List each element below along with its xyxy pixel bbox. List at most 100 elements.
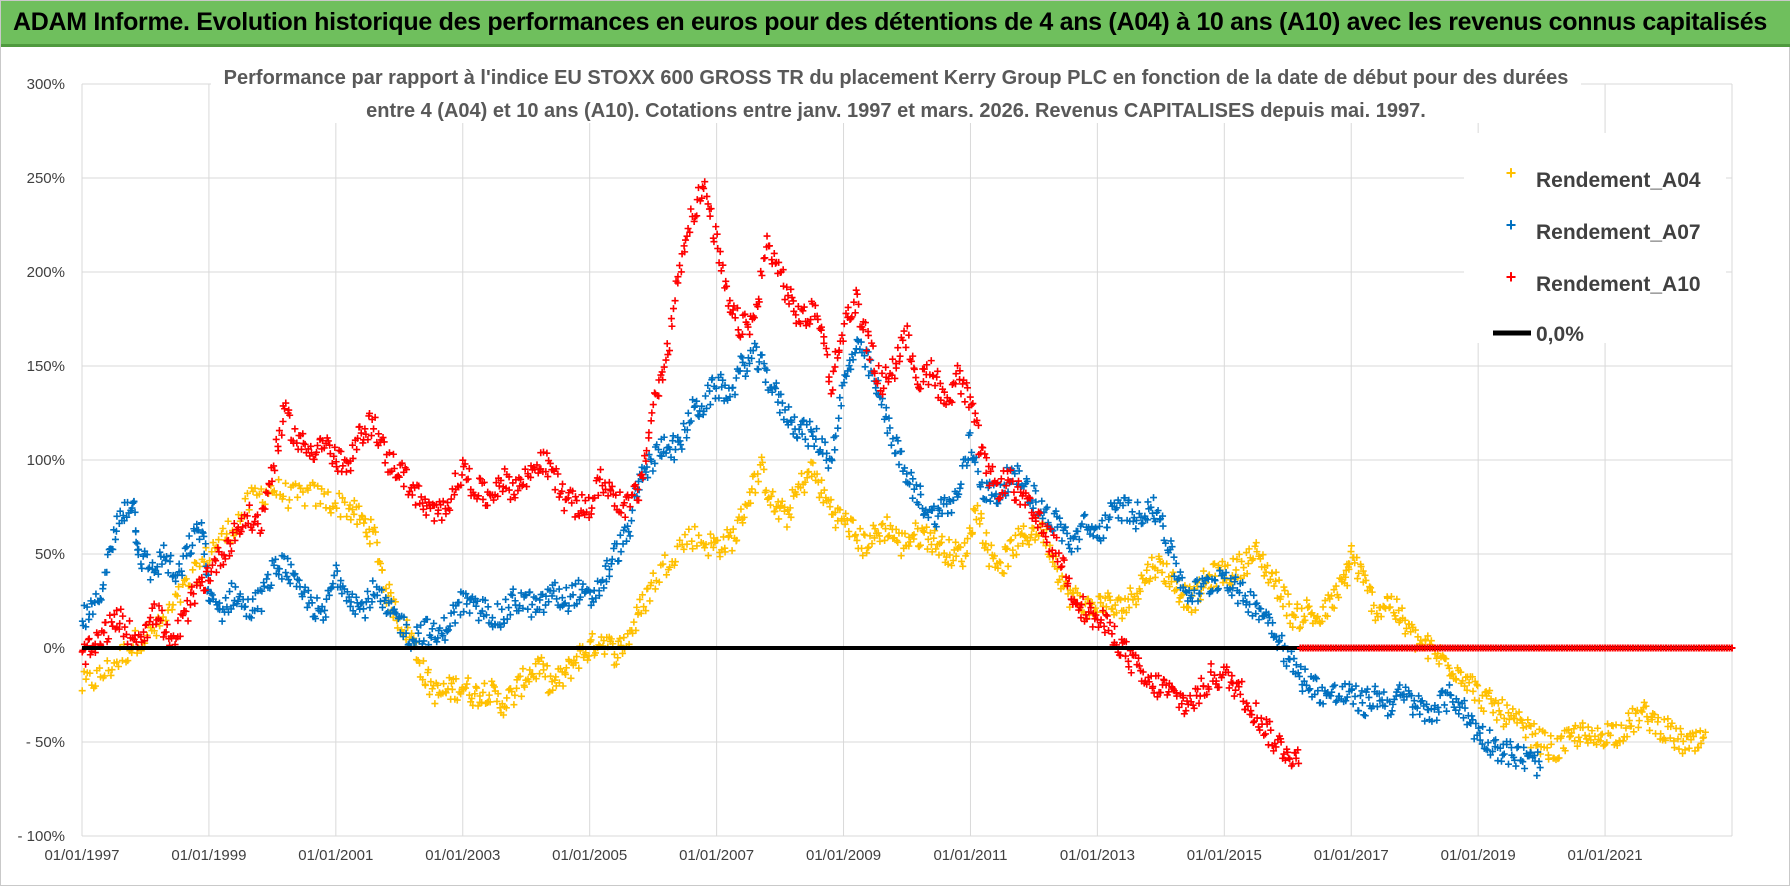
- point-A10: [203, 564, 211, 572]
- point-A04: [1009, 552, 1017, 560]
- point-A10: [274, 447, 282, 455]
- point-A10: [285, 406, 293, 414]
- point-A07: [272, 555, 280, 563]
- point-A07: [456, 611, 464, 619]
- point-A04: [1368, 607, 1376, 615]
- point-A07: [903, 470, 911, 478]
- point-A04: [285, 496, 293, 504]
- point-A07: [660, 433, 668, 441]
- performance-chart: 300%250%200%150%100%50%0%- 50%- 100% 01/…: [17, 61, 1736, 864]
- point-A07: [670, 456, 678, 464]
- point-A10: [349, 454, 357, 462]
- point-A04: [728, 547, 736, 555]
- point-A04: [619, 649, 627, 657]
- point-A04: [168, 606, 176, 614]
- point-A10: [840, 320, 848, 328]
- point-A04: [905, 542, 913, 550]
- point-A07: [1506, 738, 1514, 746]
- point-A07: [643, 463, 651, 471]
- point-A07: [864, 348, 872, 356]
- point-A07: [687, 417, 695, 425]
- point-A04: [1522, 733, 1530, 741]
- point-A07: [655, 446, 663, 454]
- point-A04: [1244, 560, 1252, 568]
- point-A04: [852, 531, 860, 539]
- point-A10: [869, 342, 877, 350]
- point-A07: [776, 409, 784, 417]
- point-A07: [183, 552, 191, 560]
- point-A07: [1497, 757, 1505, 765]
- point-A04: [868, 540, 876, 548]
- point-A07: [446, 622, 454, 630]
- point-A10: [1277, 738, 1285, 746]
- point-A04: [544, 689, 552, 697]
- point-A04: [1613, 741, 1621, 749]
- point-A04: [1648, 716, 1656, 724]
- point-A07: [423, 615, 431, 623]
- point-A04: [1573, 742, 1581, 750]
- point-A10: [903, 322, 911, 330]
- point-A07: [1144, 498, 1152, 506]
- point-A07: [957, 480, 965, 488]
- point-A04: [292, 480, 300, 488]
- point-A10: [818, 323, 826, 331]
- point-A07: [1241, 592, 1249, 600]
- point-A07: [1536, 764, 1544, 772]
- point-A10: [880, 384, 888, 392]
- point-A04: [758, 458, 766, 466]
- point-A04: [1630, 728, 1638, 736]
- point-A04: [474, 702, 482, 710]
- point-A10: [763, 232, 771, 240]
- point-A07: [550, 587, 558, 595]
- point-A07: [497, 623, 505, 631]
- point-A04: [809, 459, 817, 467]
- point-A07: [988, 491, 996, 499]
- point-A07: [247, 614, 255, 622]
- point-A04: [299, 488, 307, 496]
- point-A10: [626, 503, 634, 511]
- point-A07: [304, 586, 312, 594]
- point-A10: [188, 583, 196, 591]
- point-A10: [367, 432, 375, 440]
- point-A10: [324, 437, 332, 445]
- point-A04: [1676, 725, 1684, 733]
- y-axis-tick-labels: 300%250%200%150%100%50%0%- 50%- 100%: [17, 76, 65, 845]
- point-A04: [1604, 720, 1612, 728]
- point-A04: [584, 656, 592, 664]
- point-A04: [1104, 589, 1112, 597]
- point-A07: [502, 595, 510, 603]
- point-A04: [1668, 719, 1676, 727]
- point-A07: [505, 604, 513, 612]
- point-A07: [152, 567, 160, 575]
- point-A10: [546, 459, 554, 467]
- point-A07: [507, 590, 515, 598]
- point-A04: [537, 654, 545, 662]
- point-A07: [576, 593, 584, 601]
- point-A07: [1282, 662, 1290, 670]
- point-A07: [941, 494, 949, 502]
- point-A04: [179, 581, 187, 589]
- point-A07: [1460, 697, 1468, 705]
- point-A07: [1063, 529, 1071, 537]
- point-A07: [318, 603, 326, 611]
- point-A04: [1427, 637, 1435, 645]
- point-A04: [1285, 600, 1293, 608]
- point-A07: [834, 424, 842, 432]
- point-A04: [1238, 557, 1246, 565]
- point-A07: [1265, 610, 1273, 618]
- point-A07: [1232, 573, 1240, 581]
- point-A07: [1484, 746, 1492, 754]
- point-A10: [785, 300, 793, 308]
- x-tick-label: 01/01/2011: [933, 847, 1007, 864]
- point-A10: [439, 497, 447, 505]
- point-A04: [748, 485, 756, 493]
- point-A10: [1065, 574, 1073, 582]
- point-A04: [1469, 687, 1477, 695]
- point-A07: [417, 621, 425, 629]
- point-A04: [786, 504, 794, 512]
- point-A07: [602, 578, 610, 586]
- point-A04: [1518, 719, 1526, 727]
- point-A07: [703, 404, 711, 412]
- point-A10: [969, 400, 977, 408]
- point-A07: [548, 592, 556, 600]
